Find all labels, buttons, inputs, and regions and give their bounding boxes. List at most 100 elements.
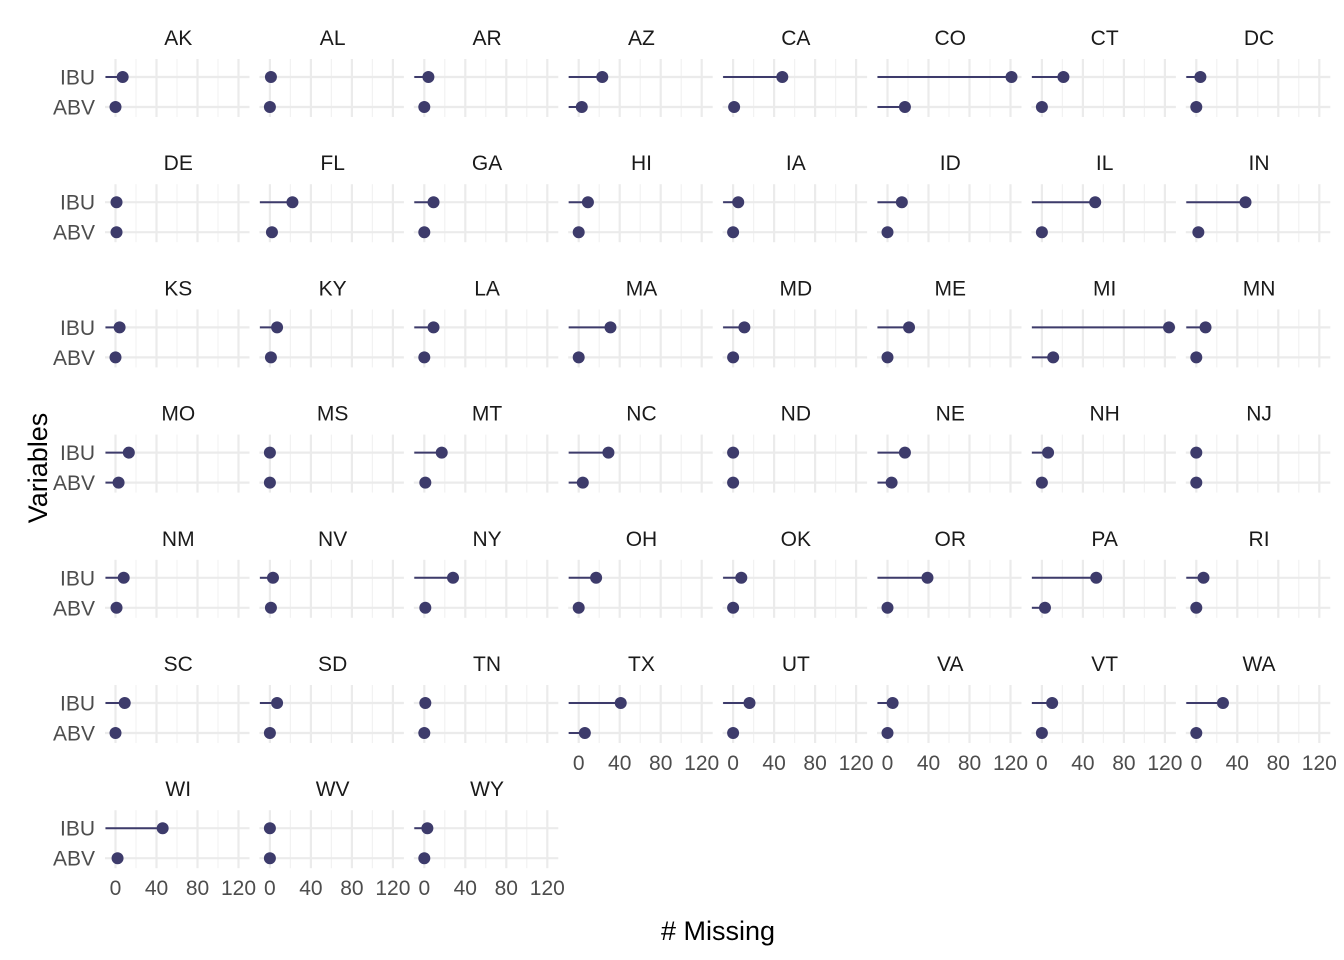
y-tick-label-abv: ABV — [53, 848, 95, 871]
facet-strip-label: TX — [628, 653, 655, 676]
facet-strip-label: CO — [935, 27, 967, 50]
x-tick-label: 120 — [684, 752, 719, 775]
lollipop-point-abv — [1038, 601, 1051, 614]
lollipop-point-ibu — [286, 196, 299, 209]
lollipop-point-abv — [264, 351, 277, 364]
facet-panel: UT 0 40 80 120 — [722, 653, 874, 775]
lollipop-point-ibu — [735, 571, 748, 584]
lollipop-point-abv — [1035, 476, 1048, 489]
facet-panel: NJ — [1185, 403, 1331, 493]
lollipop-point-ibu — [435, 446, 448, 459]
x-tick-label: 80 — [958, 752, 981, 775]
facet-strip-label: SC — [164, 653, 193, 676]
lollipop-point-abv — [576, 476, 589, 489]
lollipop-point-abv — [110, 226, 123, 239]
facet-strip-label: NM — [162, 528, 195, 551]
lollipop-point-ibu — [776, 71, 789, 83]
x-tick-label: 120 — [375, 877, 410, 900]
lollipop-point-ibu — [1090, 571, 1103, 584]
facet-panel: MA — [568, 277, 713, 368]
facet-panel: NV — [259, 528, 404, 618]
y-tick-label-ibu: IBU — [60, 317, 95, 340]
facet-strip-label: LA — [474, 277, 500, 300]
lollipop-point-ibu — [886, 697, 899, 709]
lollipop-point-abv — [1035, 101, 1048, 113]
lollipop-point-abv — [727, 351, 740, 364]
x-tick-label: 80 — [186, 877, 209, 900]
y-tick-label-abv: ABV — [53, 347, 95, 370]
facet-strip-label: ND — [781, 403, 811, 426]
facet-strip-label: AK — [164, 27, 192, 50]
facet-panel: IL — [1031, 152, 1176, 243]
lollipop-point-abv — [419, 476, 432, 489]
lollipop-point-abv — [418, 852, 431, 865]
facet-panel: IA — [722, 152, 868, 243]
lollipop-point-ibu — [1216, 697, 1229, 709]
facet-panel: DE IBU ABV — [53, 152, 250, 245]
lollipop-point-ibu — [1163, 321, 1175, 334]
x-tick-label: 120 — [993, 752, 1028, 775]
lollipop-point-abv — [575, 101, 588, 113]
facet-strip-label: DC — [1244, 27, 1274, 50]
lollipop-point-ibu — [1046, 697, 1059, 709]
facet-strip-label: RI — [1249, 528, 1270, 551]
facet-strip-label: HI — [631, 152, 652, 175]
facet-panel: MN — [1185, 277, 1331, 368]
x-tick-label: 120 — [1147, 752, 1182, 775]
facet-strip-label: WA — [1243, 653, 1276, 676]
facet-panel: TN — [413, 653, 559, 743]
lollipop-point-abv — [112, 476, 125, 489]
lollipop-point-ibu — [271, 321, 284, 334]
lollipop-point-ibu — [895, 196, 908, 209]
x-tick-label: 40 — [917, 752, 940, 775]
lollipop-point-ibu — [118, 697, 131, 709]
facet-strip-label: MO — [161, 403, 195, 426]
lollipop-point-abv — [727, 727, 740, 739]
facet-panel: CA — [722, 27, 868, 117]
facet-strip-label: OR — [935, 528, 967, 551]
x-tick-label: 80 — [803, 752, 826, 775]
x-tick-label: 0 — [727, 752, 739, 775]
x-tick-label: 40 — [1071, 752, 1094, 775]
facet-panel: AK IBU ABV — [53, 27, 250, 120]
lollipop-point-abv — [418, 226, 431, 239]
facet-panel: NE — [877, 403, 1022, 493]
facet-panel: FL — [259, 152, 404, 243]
facet-panel: DC — [1185, 27, 1331, 117]
facet-panel: CT — [1031, 27, 1176, 117]
lollipop-point-ibu — [263, 446, 276, 459]
facet-panel: TX 0 40 80 120 — [568, 653, 719, 775]
facet-panel: VA 0 40 80 120 — [877, 653, 1028, 775]
facet-strip-label: ID — [940, 152, 961, 175]
lollipop-point-ibu — [738, 321, 751, 334]
lollipop-point-abv — [1192, 226, 1205, 239]
lollipop-point-ibu — [1197, 571, 1210, 584]
lollipop-point-abv — [419, 601, 432, 614]
x-tick-label: 40 — [454, 877, 477, 900]
facet-panel: ID — [877, 152, 1022, 243]
lollipop-point-ibu — [122, 446, 135, 459]
lollipop-point-ibu — [1239, 196, 1252, 209]
facet-strip-label: MN — [1243, 277, 1276, 300]
facet-panels: AK IBU ABV AL AR AZ CA CO CT DC DE IBU ABV FL GA HI IA ID… — [53, 27, 1337, 900]
facet-strip-label: MS — [317, 403, 349, 426]
x-tick-label: 80 — [1112, 752, 1135, 775]
lollipop-point-ibu — [263, 822, 276, 835]
facet-panel: AR — [413, 27, 559, 117]
x-tick-label: 0 — [882, 752, 894, 775]
facet-strip-label: VA — [937, 653, 963, 676]
x-tick-label: 120 — [221, 877, 256, 900]
facet-strip-label: CA — [781, 27, 810, 50]
facet-panel: VT 0 40 80 120 — [1031, 653, 1182, 775]
lollipop-point-ibu — [602, 446, 615, 459]
y-axis-title: Variables — [23, 413, 53, 524]
lollipop-point-abv — [111, 852, 124, 865]
y-tick-label-ibu: IBU — [60, 693, 95, 716]
facet-panel: AZ — [568, 27, 713, 117]
lollipop-point-abv — [109, 351, 122, 364]
lollipop-point-ibu — [110, 196, 123, 209]
lollipop-point-abv — [263, 101, 276, 113]
facet-strip-label: DE — [164, 152, 193, 175]
lollipop-point-ibu — [421, 822, 434, 835]
